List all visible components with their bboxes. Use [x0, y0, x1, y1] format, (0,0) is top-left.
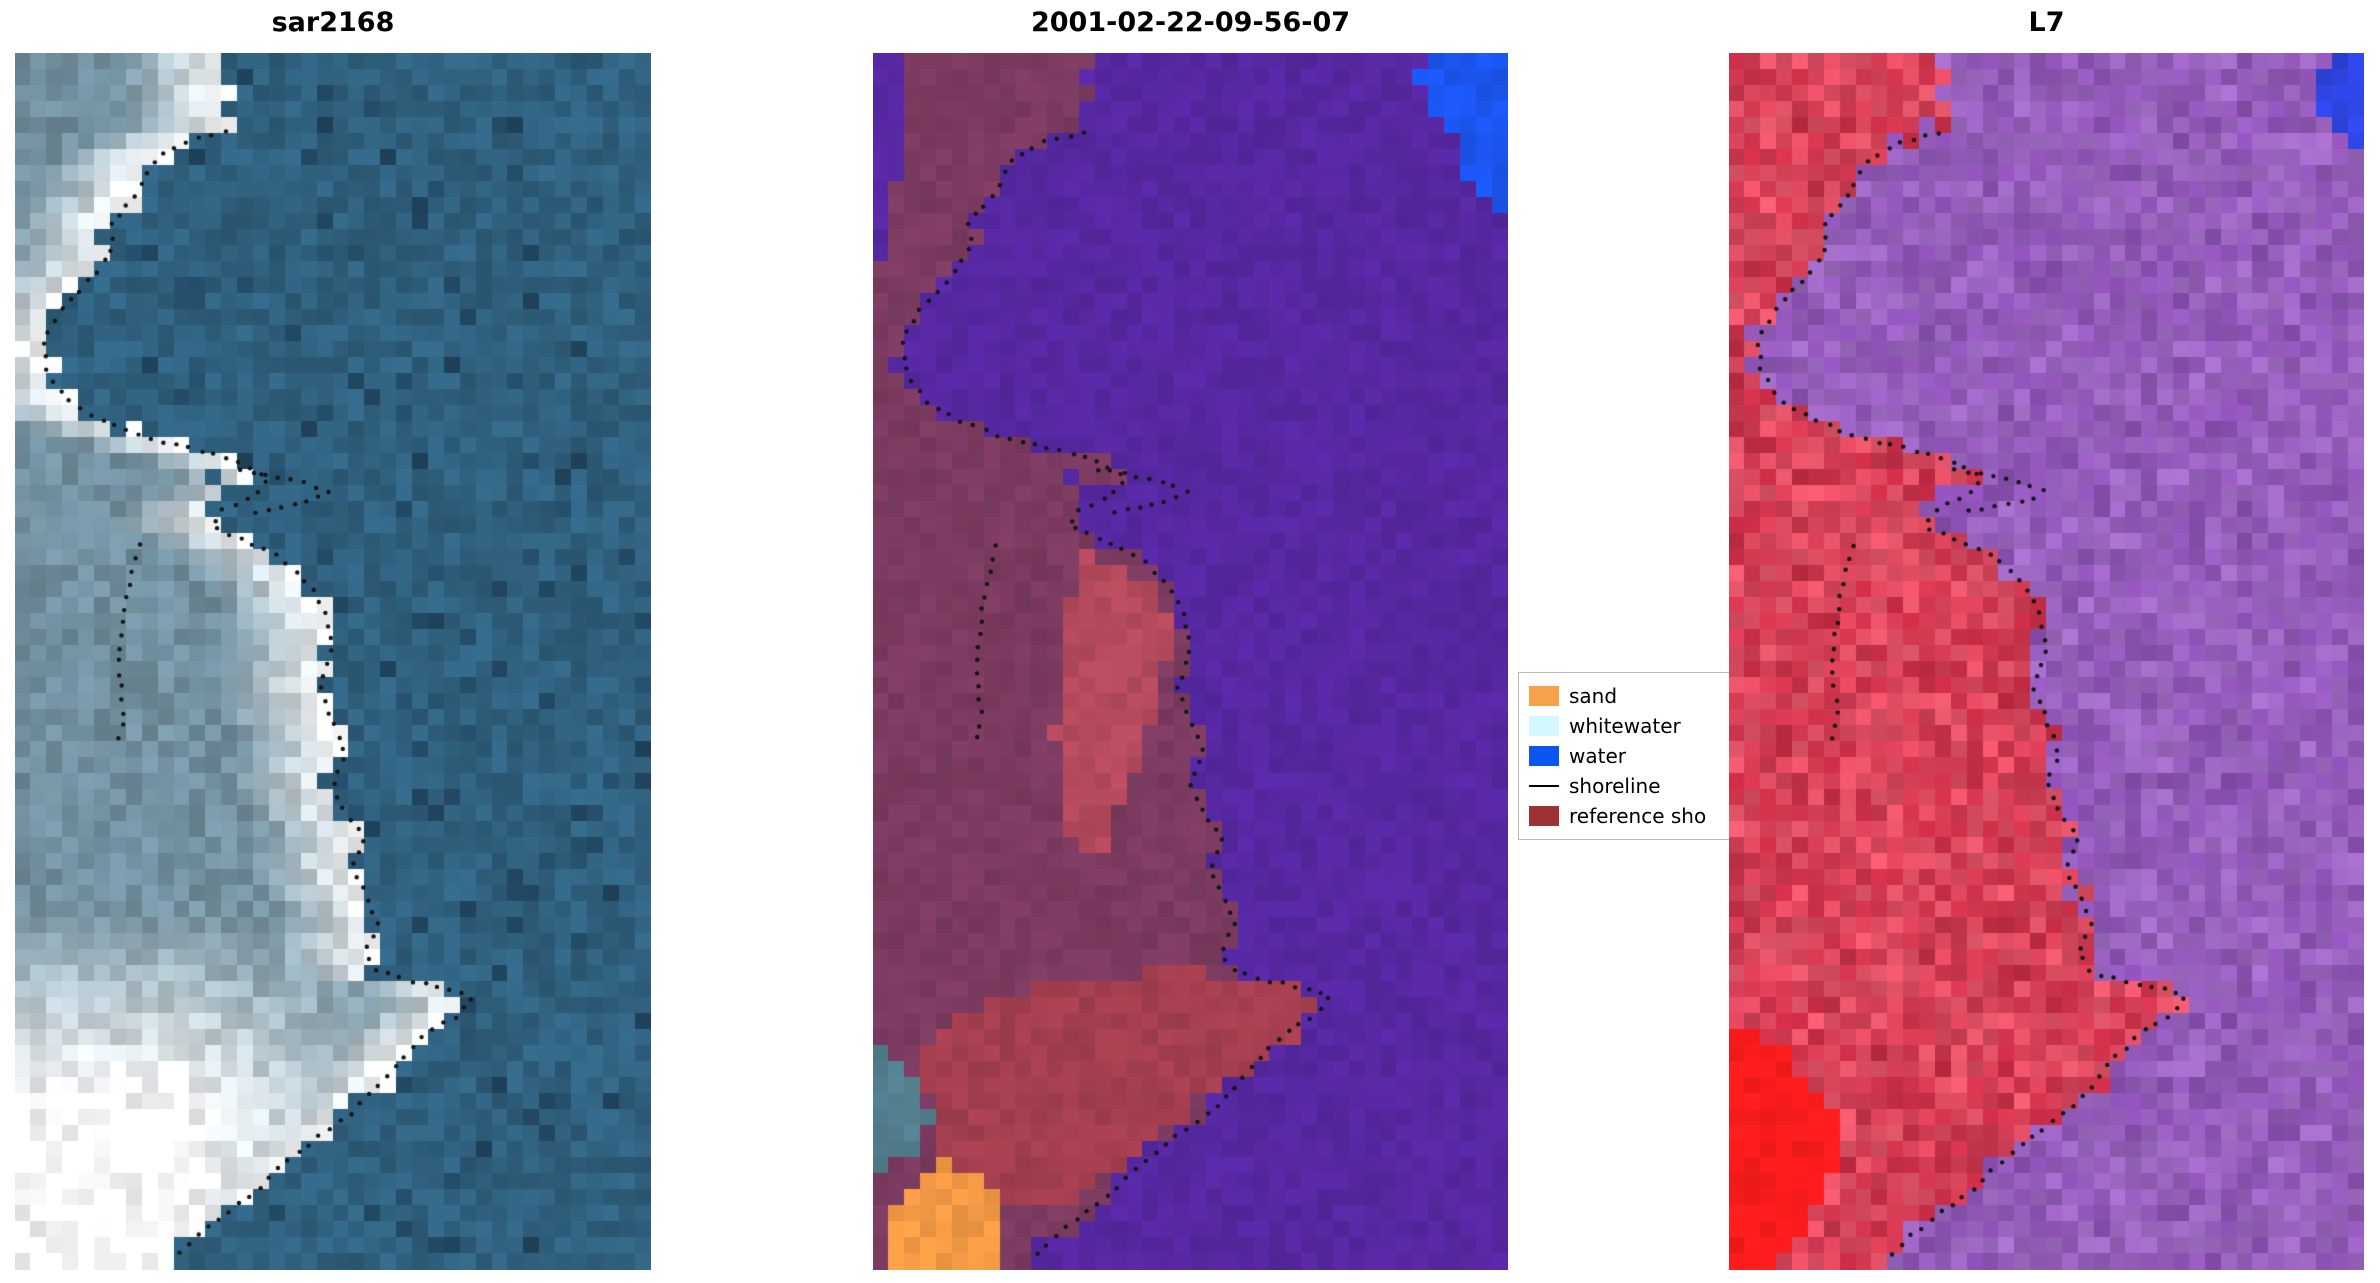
- legend-item-water: water: [1529, 741, 1753, 771]
- legend-item-reference-sho: reference sho: [1529, 801, 1753, 831]
- panel-title-classified-date: 2001-02-22-09-56-07: [1030, 7, 1351, 38]
- legend-label: shoreline: [1569, 774, 1661, 798]
- legend-patch-icon: [1529, 746, 1559, 766]
- legend-patch-icon: [1529, 686, 1559, 706]
- legend: sand whitewater water shoreline reference sh…: [1518, 672, 1764, 840]
- legend-patch-icon: [1529, 716, 1559, 736]
- sar-image-panel: [15, 53, 651, 1270]
- panel-title-sar2168: sar2168: [271, 7, 395, 38]
- legend-item-sand: sand: [1529, 681, 1753, 711]
- legend-item-whitewater: whitewater: [1529, 711, 1753, 741]
- legend-item-shoreline: shoreline: [1529, 771, 1753, 801]
- legend-label: whitewater: [1569, 714, 1681, 738]
- panel-title-l7: L7: [2028, 7, 2065, 38]
- classification-image-panel: [873, 53, 1508, 1270]
- legend-line-icon: [1529, 785, 1559, 787]
- legend-label: sand: [1569, 684, 1618, 708]
- legend-patch-icon: [1529, 806, 1559, 826]
- l7-image-panel: [1729, 53, 2364, 1270]
- legend-label: water: [1569, 744, 1626, 768]
- legend-label: reference sho: [1569, 804, 1707, 828]
